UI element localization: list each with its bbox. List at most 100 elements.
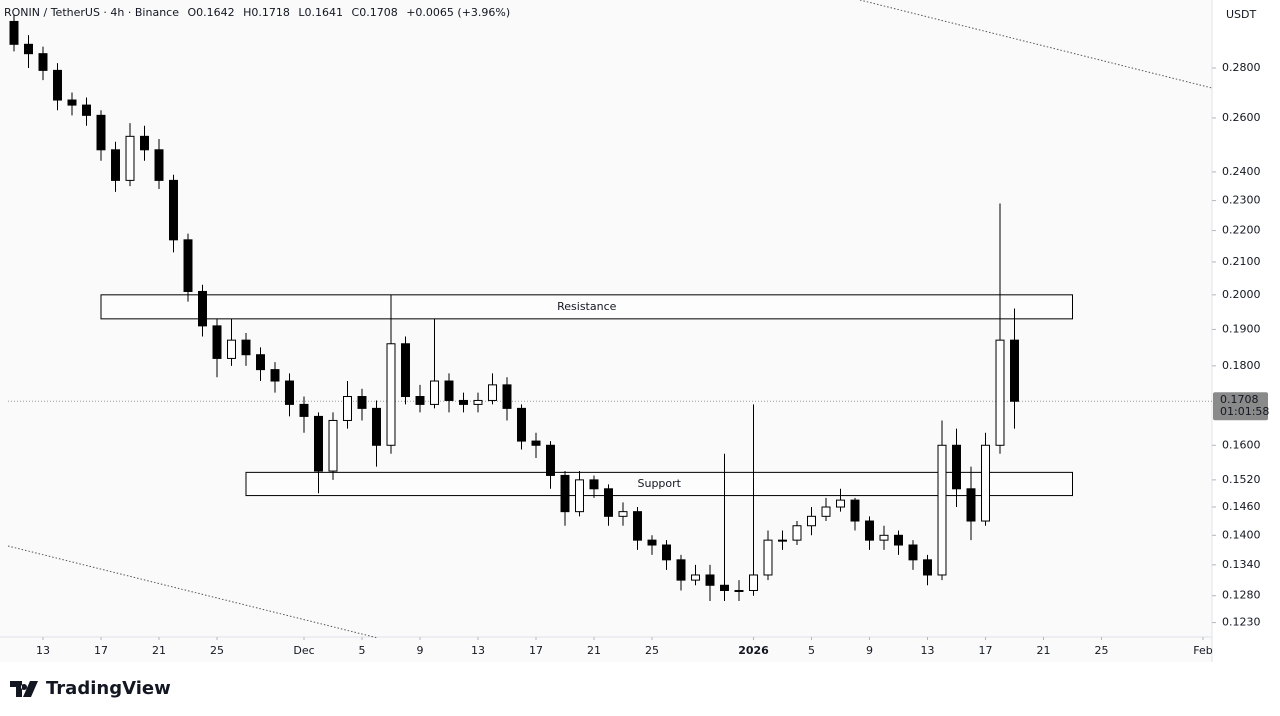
zone <box>245 471 1073 497</box>
y-tick-label: 0.1340 <box>1222 558 1261 571</box>
candle-body <box>676 559 686 581</box>
candle-body <box>459 399 468 405</box>
zone-label: Support <box>638 477 682 490</box>
y-tick-label: 0.2000 <box>1222 288 1261 301</box>
candle-body <box>763 539 773 576</box>
y-tick-label: 0.2800 <box>1222 61 1261 74</box>
candle-body <box>952 444 961 490</box>
candle-body <box>662 544 671 561</box>
watermark-text: TradingView <box>46 678 171 699</box>
candle-body <box>169 179 178 241</box>
candle-body <box>38 53 48 71</box>
candle-body <box>879 534 889 541</box>
candle-body <box>647 539 657 546</box>
y-tick-label: 0.2600 <box>1222 111 1261 124</box>
x-tick-label: 13 <box>471 644 485 657</box>
x-tick-label: 5 <box>359 644 366 657</box>
watermark: TradingView <box>10 678 171 699</box>
logo <box>10 680 38 697</box>
candle-body <box>111 149 120 181</box>
candle-body <box>995 339 1005 446</box>
candle-body <box>488 384 497 401</box>
ohlc-open: O0.1642 <box>187 6 235 19</box>
candle-body <box>734 589 744 592</box>
candle-body <box>749 574 758 591</box>
y-tick-label: 0.2400 <box>1222 165 1261 178</box>
x-tick-label: 2026 <box>738 644 769 657</box>
candle-body <box>154 149 164 181</box>
x-tick-label: 21 <box>152 644 166 657</box>
y-tick-label: 0.2200 <box>1222 224 1261 237</box>
y-tick-label: 0.1230 <box>1222 616 1261 629</box>
x-tick-label: 13 <box>921 644 935 657</box>
price-tag <box>1213 392 1268 421</box>
ohlc-change: +0.0065 (+3.96%) <box>406 6 511 19</box>
x-tick-label: 9 <box>866 644 873 657</box>
y-tick-label: 0.1800 <box>1222 359 1261 372</box>
candle-body <box>517 407 526 442</box>
candle-body <box>198 290 207 327</box>
y-tick-label: 0.1900 <box>1222 322 1261 335</box>
candle-body <box>96 114 106 151</box>
x-tick-label: 17 <box>94 644 108 657</box>
candle-body <box>705 574 715 586</box>
candle-body <box>270 369 280 382</box>
candle-body <box>807 515 816 527</box>
x-tick-label: Feb <box>1193 644 1212 657</box>
candle-body <box>937 444 947 576</box>
candle-body <box>691 574 700 581</box>
candle-body <box>415 396 425 405</box>
y-tick-label: 0.1280 <box>1222 589 1261 602</box>
symbol: RONIN / TetherUS · 4h · Binance <box>4 6 179 19</box>
candle-body <box>792 525 802 541</box>
candle-body <box>1010 339 1019 402</box>
candle-body <box>473 399 483 405</box>
trend-line <box>859 0 1213 89</box>
x-tick-label: Dec <box>293 644 314 657</box>
candle-body <box>183 239 193 292</box>
y-tick-label: 0.1600 <box>1222 438 1261 451</box>
candle-body <box>850 499 860 522</box>
legend-header: RONIN / TetherUS · 4h · Binance O0.1642 … <box>4 6 515 19</box>
candle-body <box>343 396 352 421</box>
candle-body <box>241 339 251 356</box>
candle-body <box>575 479 584 513</box>
zone-label: Resistance <box>557 300 617 313</box>
candle-body <box>9 20 19 45</box>
ohlc-close: C0.1708 <box>351 6 398 19</box>
candle-body <box>24 43 33 55</box>
candle-body <box>285 380 294 405</box>
candle-body <box>981 444 990 522</box>
candle-body <box>299 403 309 417</box>
candle-body <box>894 534 903 546</box>
candle-body <box>82 104 91 116</box>
candle-body <box>923 559 932 576</box>
currency-label: USDT <box>1226 8 1257 21</box>
candle-body <box>604 488 613 517</box>
zone <box>100 294 1073 320</box>
price-tag-label: 0.1708 <box>1220 393 1259 406</box>
candle-body <box>430 380 439 405</box>
y-tick-label: 0.2300 <box>1222 194 1261 207</box>
candle-body <box>778 539 787 542</box>
candle-body <box>67 99 77 106</box>
candle-body <box>821 506 831 517</box>
x-tick-label: 25 <box>645 644 659 657</box>
candle-body <box>212 325 222 359</box>
plot-background <box>0 0 1212 662</box>
candle-body <box>444 380 454 401</box>
candle-body <box>546 444 555 476</box>
candle-body <box>618 511 628 517</box>
y-tick-label: 0.1460 <box>1222 500 1261 513</box>
candle-body <box>256 354 265 371</box>
candle-body <box>720 584 729 591</box>
candle-body <box>633 511 642 541</box>
price-axis-background <box>1212 0 1280 662</box>
candle-body <box>966 488 976 522</box>
candle-body <box>531 440 541 446</box>
ohlc-high: H0.1718 <box>243 6 290 19</box>
x-tick-label: 25 <box>1095 644 1109 657</box>
y-tick-label: 0.1400 <box>1222 528 1261 541</box>
candle-body <box>836 499 845 508</box>
